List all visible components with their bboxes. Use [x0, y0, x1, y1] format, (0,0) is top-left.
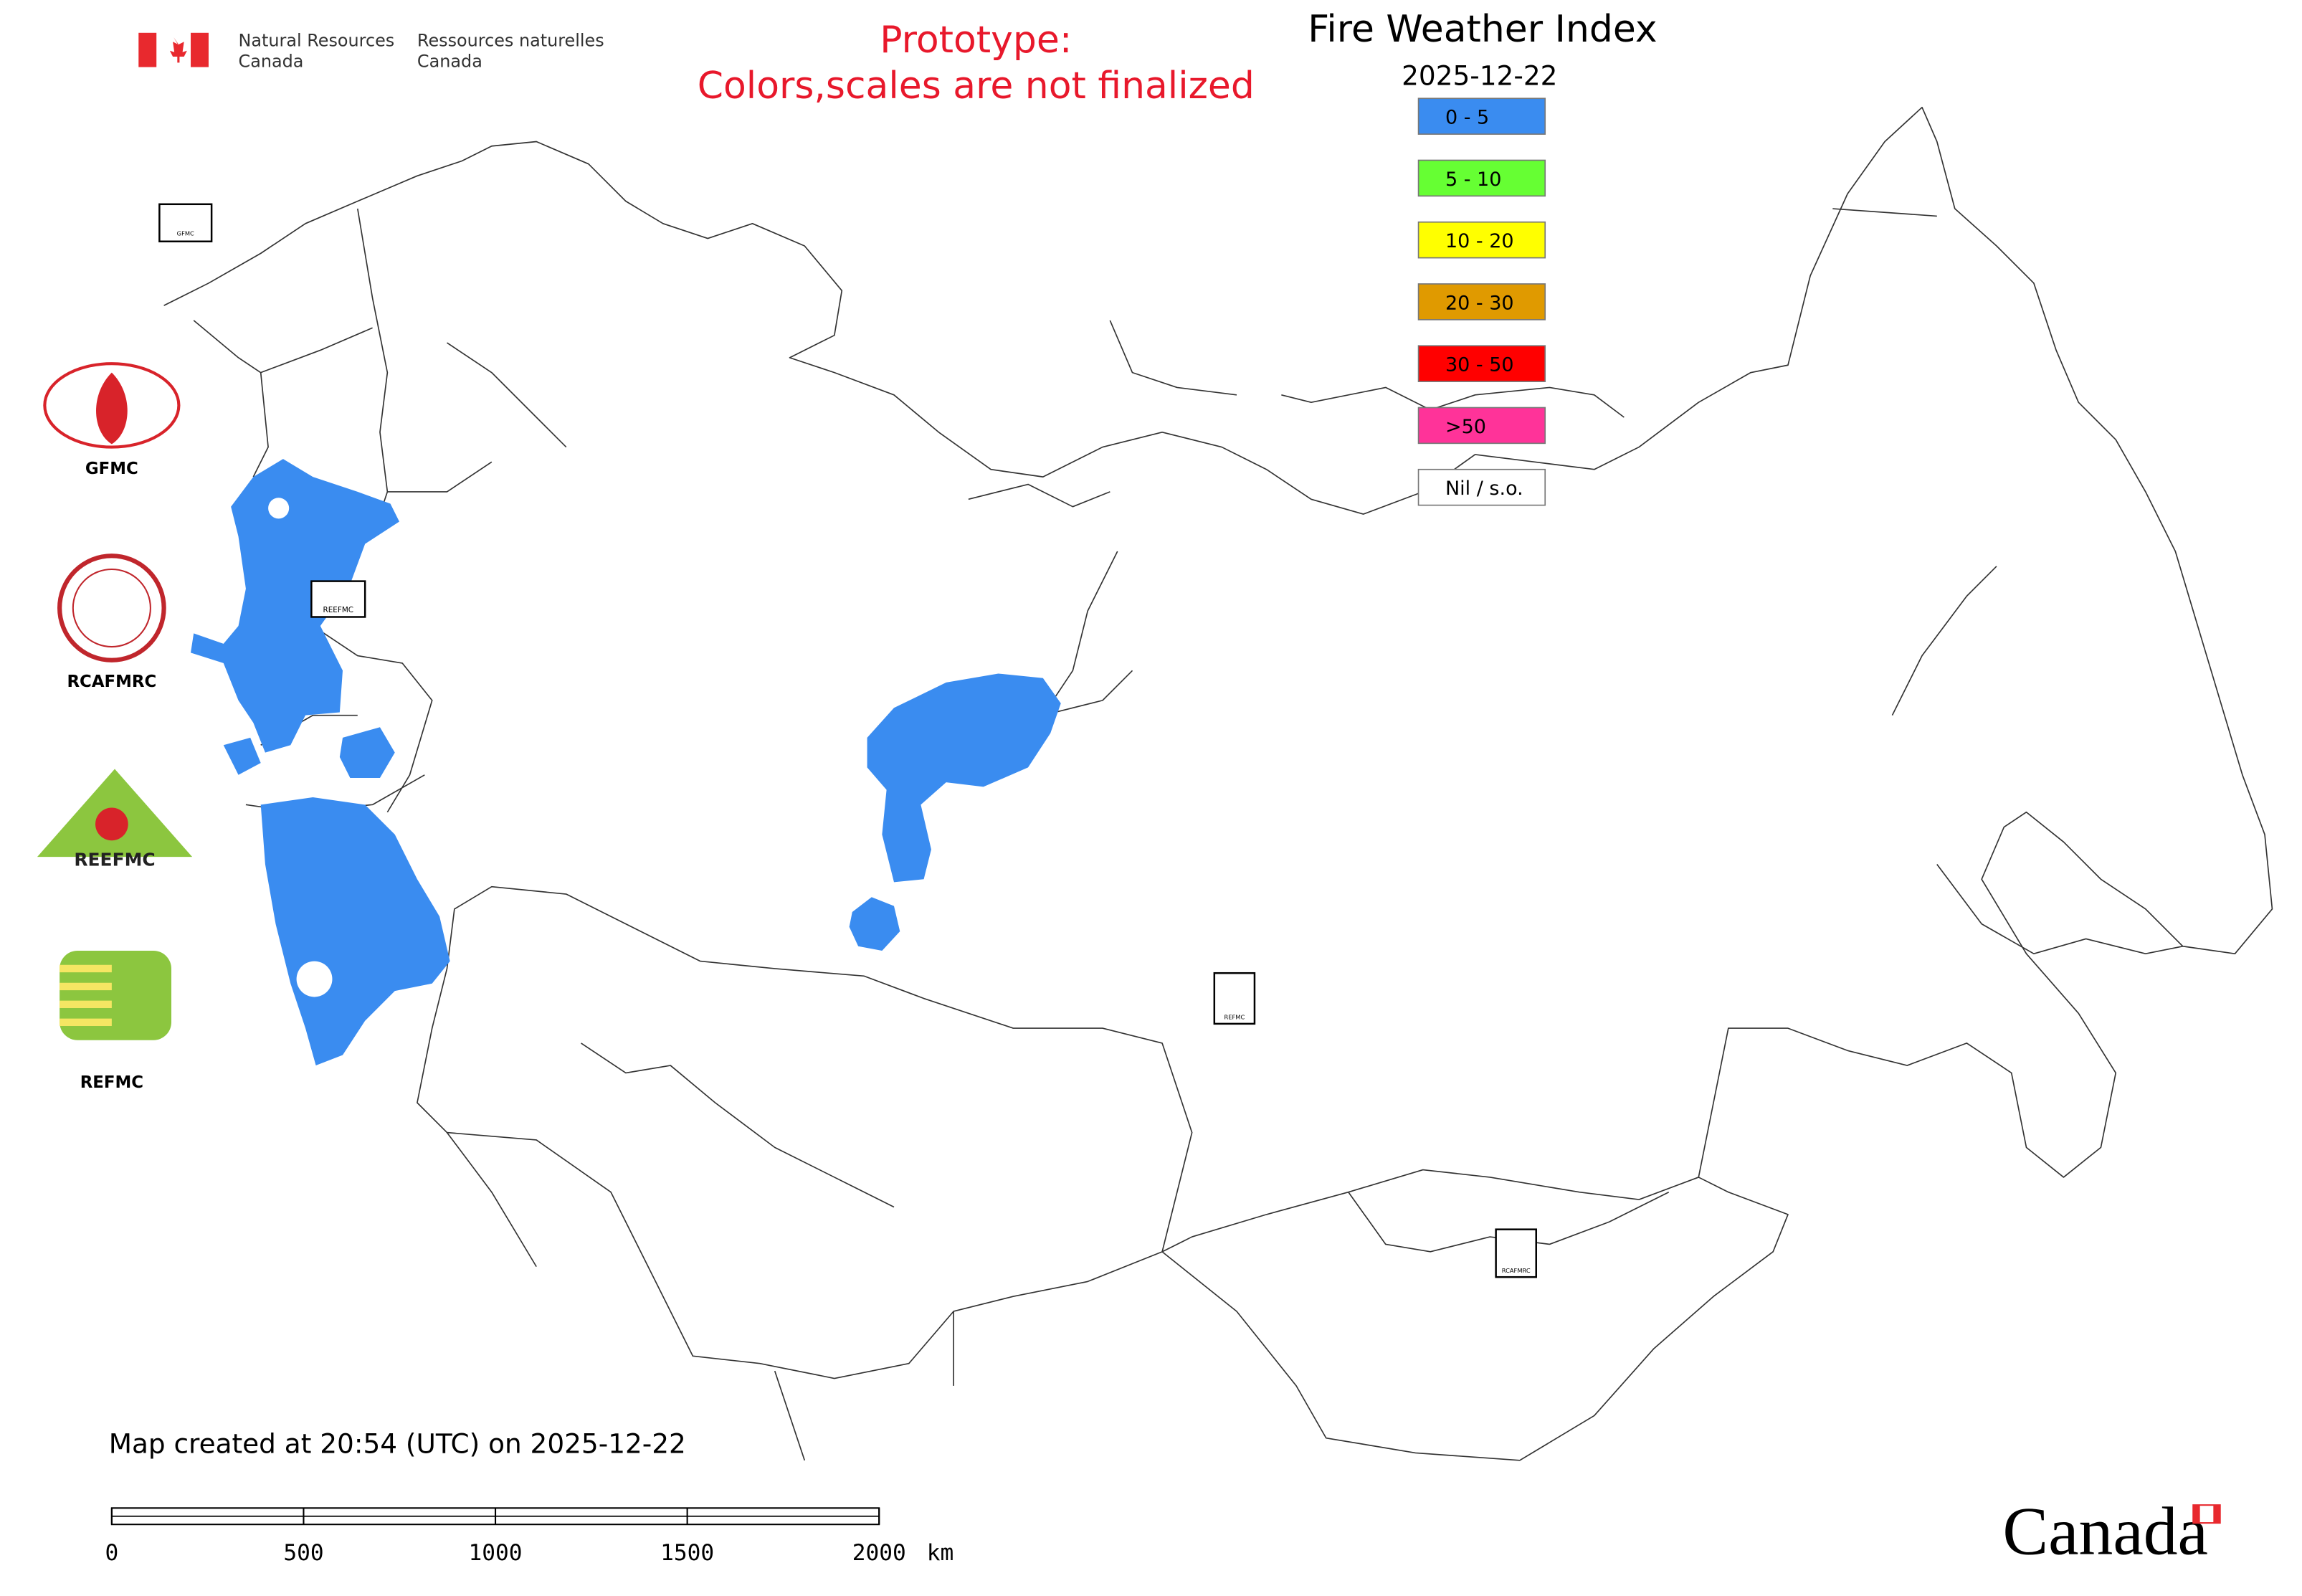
center-marker — [310, 580, 366, 618]
rcafmrc-logo-ring — [72, 568, 151, 648]
marker-label: REFMC — [1224, 1014, 1245, 1021]
legend-label: 20 - 30 — [1445, 292, 1514, 314]
scale-label: 0 — [105, 1540, 118, 1566]
prototype-notice: Colors,scales are not finalized — [698, 65, 1255, 108]
legend-label: 10 - 20 — [1445, 230, 1514, 252]
marker-label: RCAFMRC — [1502, 1267, 1531, 1274]
logo-label: REEFMC — [74, 850, 155, 870]
scale-label: 2000 — [852, 1540, 906, 1566]
fwi-hole — [268, 498, 290, 519]
refmc-logo — [60, 951, 172, 1040]
prototype-notice: Prototype: — [880, 19, 1072, 62]
border — [1042, 208, 2183, 955]
rcafmrc-logo — [57, 554, 166, 662]
fwi-area — [867, 673, 1061, 883]
legend-label: 30 - 50 — [1445, 354, 1514, 376]
logo-label: GFMC — [85, 460, 138, 478]
legend-swatch — [1417, 98, 1546, 135]
border — [446, 1042, 954, 1461]
border — [1348, 1191, 1670, 1253]
gfmc-logo — [43, 362, 181, 449]
border — [1161, 1177, 1789, 1461]
fwi-area — [260, 797, 450, 1066]
scale-label: 1500 — [660, 1540, 714, 1566]
legend-swatch — [1417, 283, 1546, 320]
marker-label: REEFMC — [323, 606, 353, 614]
logo-label: RCAFMRC — [67, 673, 156, 691]
logo-column: GFMC RCAFMRC REEFMC REFMC — [37, 362, 193, 1092]
flag-bar — [191, 32, 209, 67]
border — [163, 106, 2273, 1379]
fwi-hole — [296, 961, 333, 997]
reefmc-flame — [95, 807, 128, 841]
fwi-area — [849, 897, 900, 951]
department-en: Natural Resources — [239, 30, 395, 50]
legend-label: 0 - 5 — [1445, 107, 1489, 129]
wordmark-flag-bar — [2213, 1505, 2220, 1524]
center-marker — [1495, 1228, 1537, 1278]
legend-label: >50 — [1445, 416, 1486, 438]
legend-swatch — [1417, 159, 1546, 197]
gov-header: Natural Resources Canada Ressources natu… — [138, 30, 604, 72]
department-fr: Ressources naturelles — [417, 30, 604, 50]
logo-label: REFMC — [80, 1073, 143, 1092]
legend-swatch — [1417, 468, 1546, 506]
marker-label: GFMC — [177, 229, 194, 237]
flag-bar — [138, 32, 157, 67]
map-title: Fire Weather Index — [1308, 8, 1657, 51]
center-marker — [1213, 972, 1256, 1025]
fwi-area — [191, 459, 399, 753]
legend-label: 5 - 10 — [1445, 168, 1501, 191]
center-marker — [158, 203, 213, 242]
border — [968, 320, 1625, 508]
scale-bar: 0 500 1000 1500 2000 km — [105, 1507, 954, 1566]
refmc-logo-stripes — [60, 964, 112, 1026]
country-borders — [163, 106, 2273, 1461]
border — [193, 208, 567, 813]
canada-wordmark: Canada — [2002, 1493, 2208, 1569]
fwi-areas — [191, 459, 1061, 1066]
department-en: Canada — [239, 52, 304, 72]
department-fr: Canada — [417, 52, 482, 72]
map-date: 2025-12-22 — [1402, 60, 1557, 92]
legend-label: Nil / s.o. — [1445, 478, 1523, 500]
maple-leaf — [169, 37, 187, 63]
scale-unit: km — [927, 1540, 954, 1566]
scale-label: 1000 — [469, 1540, 523, 1566]
fwi-area — [223, 737, 261, 775]
fwi-area — [339, 727, 395, 778]
wordmark-flag-bar — [2193, 1505, 2200, 1524]
legend-swatch — [1417, 407, 1546, 445]
scale-label: 500 — [283, 1540, 323, 1566]
gfmc-flame — [96, 372, 128, 445]
footer-note: Map created at 20:54 (UTC) on 2025-12-22 — [109, 1428, 686, 1459]
legend: 0 - 5 5 - 10 10 - 20 20 - 30 30 - 50 >50 Nil /… — [1417, 98, 1546, 506]
legend-swatch — [1417, 221, 1546, 259]
legend-swatch — [1417, 345, 1546, 382]
center-markers: GFMC REEFMC REFMC RCAFMRC — [158, 203, 1537, 1278]
